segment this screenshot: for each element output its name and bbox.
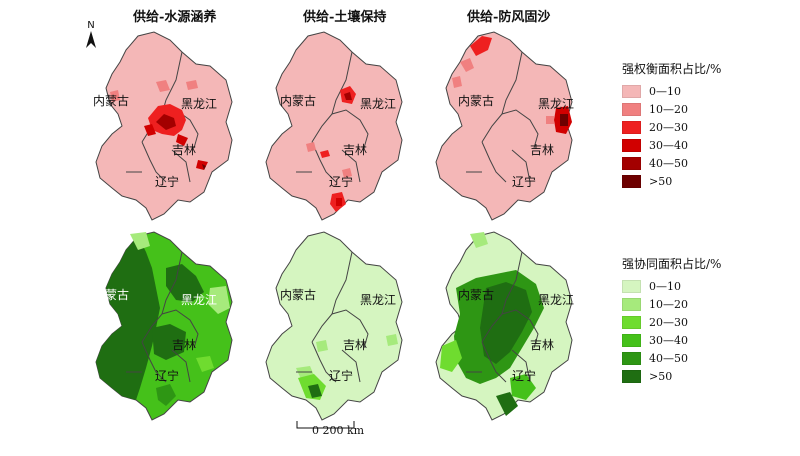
legend-swatch [622,102,641,116]
label-neimenggu: 内蒙古 [93,288,130,302]
label-neimenggu: 内蒙古 [458,288,495,302]
map-water-synergy [95,231,233,421]
label-heilongjiang: 黑龙江 [181,97,218,111]
legend-swatch [622,351,641,365]
legend-tradeoff-item: >50 [622,172,792,190]
map-soil-synergy [265,231,403,421]
legend-swatch [622,138,641,152]
label-heilongjiang: 黑龙江 [538,97,575,111]
label-jilin: 吉林 [172,143,197,157]
panel-title-soil-conservation: 供给-土壤保持 [303,10,387,25]
map-soil-tradeoff [265,31,403,221]
legend-swatch [622,333,641,347]
label-neimenggu: 内蒙古 [458,94,495,108]
legend-tradeoff: 强权衡面积占比/% 0—10 10—20 20—30 30—40 40—50 >… [622,60,792,190]
label-jilin: 吉林 [343,143,368,157]
scale-zero: 0 [312,424,319,437]
legend-swatch [622,369,641,383]
legend-swatch [622,174,641,188]
panel-title-water-conservation: 供给-水源涵养 [133,10,217,25]
label-neimenggu: 内蒙古 [93,94,130,108]
legend-swatch [622,120,641,134]
scale-bar [296,421,355,429]
legend-synergy-item: 10—20 [622,295,792,313]
label-liaoning: 辽宁 [155,369,180,383]
legend-synergy-title: 强协同面积占比/% [622,257,722,271]
legend-synergy-item: 0—10 [622,277,792,295]
map-windbreak-tradeoff [435,31,573,221]
label-liaoning: 辽宁 [512,369,537,383]
label-liaoning: 辽宁 [329,175,354,189]
legend-swatch [622,84,641,98]
label-jilin: 吉林 [530,143,555,157]
legend-synergy-item: 20—30 [622,313,792,331]
label-neimenggu: 内蒙古 [280,94,317,108]
legend-synergy-item: 30—40 [622,331,792,349]
legend-swatch [622,297,641,311]
label-heilongjiang: 黑龙江 [360,97,397,111]
legend-synergy: 强协同面积占比/% 0—10 10—20 20—30 30—40 40—50 >… [622,255,792,385]
map-water-tradeoff [95,31,233,221]
legend-tradeoff-item: 10—20 [622,100,792,118]
scale-distance: 200 km [322,424,365,437]
label-jilin: 吉林 [530,338,555,352]
legend-tradeoff-item: 40—50 [622,154,792,172]
label-jilin: 吉林 [343,338,368,352]
legend-tradeoff-item: 30—40 [622,136,792,154]
label-heilongjiang: 黑龙江 [181,293,218,307]
label-liaoning: 辽宁 [512,175,537,189]
legend-tradeoff-item: 20—30 [622,118,792,136]
legend-synergy-item: 40—50 [622,349,792,367]
legend-tradeoff-title: 强权衡面积占比/% [622,62,722,76]
panel-title-windbreak-sand-fixation: 供给-防风固沙 [467,10,551,25]
legend-swatch [622,156,641,170]
label-heilongjiang: 黑龙江 [538,293,575,307]
label-neimenggu: 内蒙古 [280,288,317,302]
scale-bar-label: 0 200 km [312,424,364,437]
legend-tradeoff-item: 0—10 [622,82,792,100]
north-arrow-icon: N [84,20,98,50]
label-heilongjiang: 黑龙江 [360,293,397,307]
legend-synergy-item: >50 [622,367,792,385]
label-liaoning: 辽宁 [329,369,354,383]
label-liaoning: 辽宁 [155,175,180,189]
label-jilin: 吉林 [172,338,197,352]
legend-swatch [622,315,641,329]
legend-swatch [622,279,641,293]
map-windbreak-synergy [435,231,573,421]
